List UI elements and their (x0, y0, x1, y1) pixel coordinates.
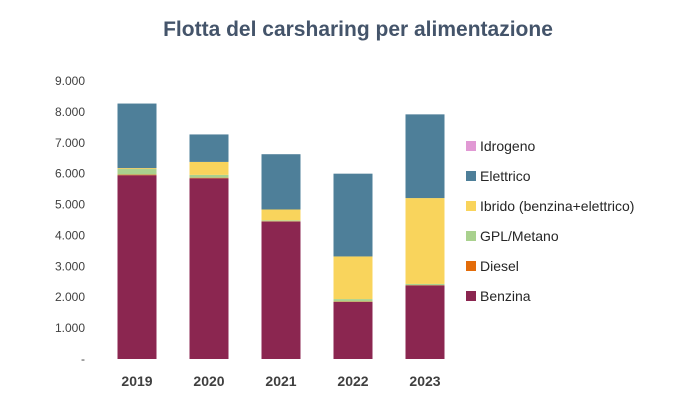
bar-segment-2020-benzina (190, 178, 229, 359)
bar-segment-2019-elettrico (118, 104, 157, 169)
legend-label: Diesel (480, 258, 519, 274)
bar-segment-2020-gpl-metano (190, 175, 229, 178)
bar-segment-2021-gpl-metano (262, 220, 301, 221)
legend-label: Ibrido (benzina+elettrico) (480, 198, 634, 214)
x-tick-label: 2023 (409, 373, 440, 389)
x-tick-label: 2020 (193, 373, 224, 389)
bar-segment-2020-elettrico (190, 134, 229, 161)
x-tick-label: 2022 (337, 373, 368, 389)
bar-segment-2022-benzina (334, 302, 373, 359)
y-tick-label: 6.000 (55, 167, 85, 181)
legend-label: Elettrico (480, 168, 531, 184)
bars (118, 104, 445, 359)
legend-label: GPL/Metano (480, 228, 559, 244)
legend-label: Benzina (480, 288, 531, 304)
legend-label: Idrogeno (480, 138, 535, 154)
y-tick-label: 1.000 (55, 321, 85, 335)
bar-segment-2023-ibrido-benzina-elettrico (406, 198, 445, 284)
legend-swatch (466, 291, 476, 301)
y-tick-label: 4.000 (55, 228, 85, 242)
x-tick-label: 2019 (121, 373, 152, 389)
y-tick-label: 7.000 (55, 136, 85, 150)
y-tick-label: 5.000 (55, 198, 85, 212)
bar-segment-2021-benzina (262, 222, 301, 359)
bar-segment-2023-gpl-metano (406, 284, 445, 285)
legend-swatch (466, 201, 476, 211)
bar-segment-2019-ibrido-benzina-elettrico (118, 168, 157, 169)
bar-segment-2022-ibrido-benzina-elettrico (334, 256, 373, 299)
y-tick-label: 3.000 (55, 259, 85, 273)
legend: Idrogeno Elettrico Ibrido (benzina+elettri… (466, 138, 634, 304)
legend-swatch (466, 231, 476, 241)
y-tick-label: 8.000 (55, 105, 85, 119)
bar-segment-2023-elettrico (406, 114, 445, 198)
legend-swatch (466, 141, 476, 151)
bar-segment-2022-elettrico (334, 174, 373, 257)
bar-segment-2021-elettrico (262, 154, 301, 209)
y-tick-label: 2.000 (55, 290, 85, 304)
bar-segment-2019-benzina (118, 175, 157, 359)
bar-segment-2019-gpl-metano (118, 169, 157, 175)
bar-segment-2020-diesel (190, 178, 229, 179)
legend-swatch (466, 261, 476, 271)
bar-segment-2023-benzina (406, 285, 445, 359)
legend-swatch (466, 171, 476, 181)
y-axis: - 1.000 2.000 3.000 4.000 5.000 6.000 7.000 8.00… (55, 74, 85, 366)
chart-title: Flotta del carsharing per alimentazione (163, 18, 553, 41)
y-tick-label: 9.000 (55, 74, 85, 88)
bar-segment-2019-diesel (118, 175, 157, 176)
bar-segment-2020-ibrido-benzina-elettrico (190, 162, 229, 175)
y-tick-label: - (81, 352, 85, 366)
x-tick-label: 2021 (265, 373, 296, 389)
bar-segment-2022-gpl-metano (334, 299, 373, 301)
bar-segment-2021-ibrido-benzina-elettrico (262, 209, 301, 220)
x-axis: 2019 2020 2021 2022 2023 (121, 373, 440, 389)
